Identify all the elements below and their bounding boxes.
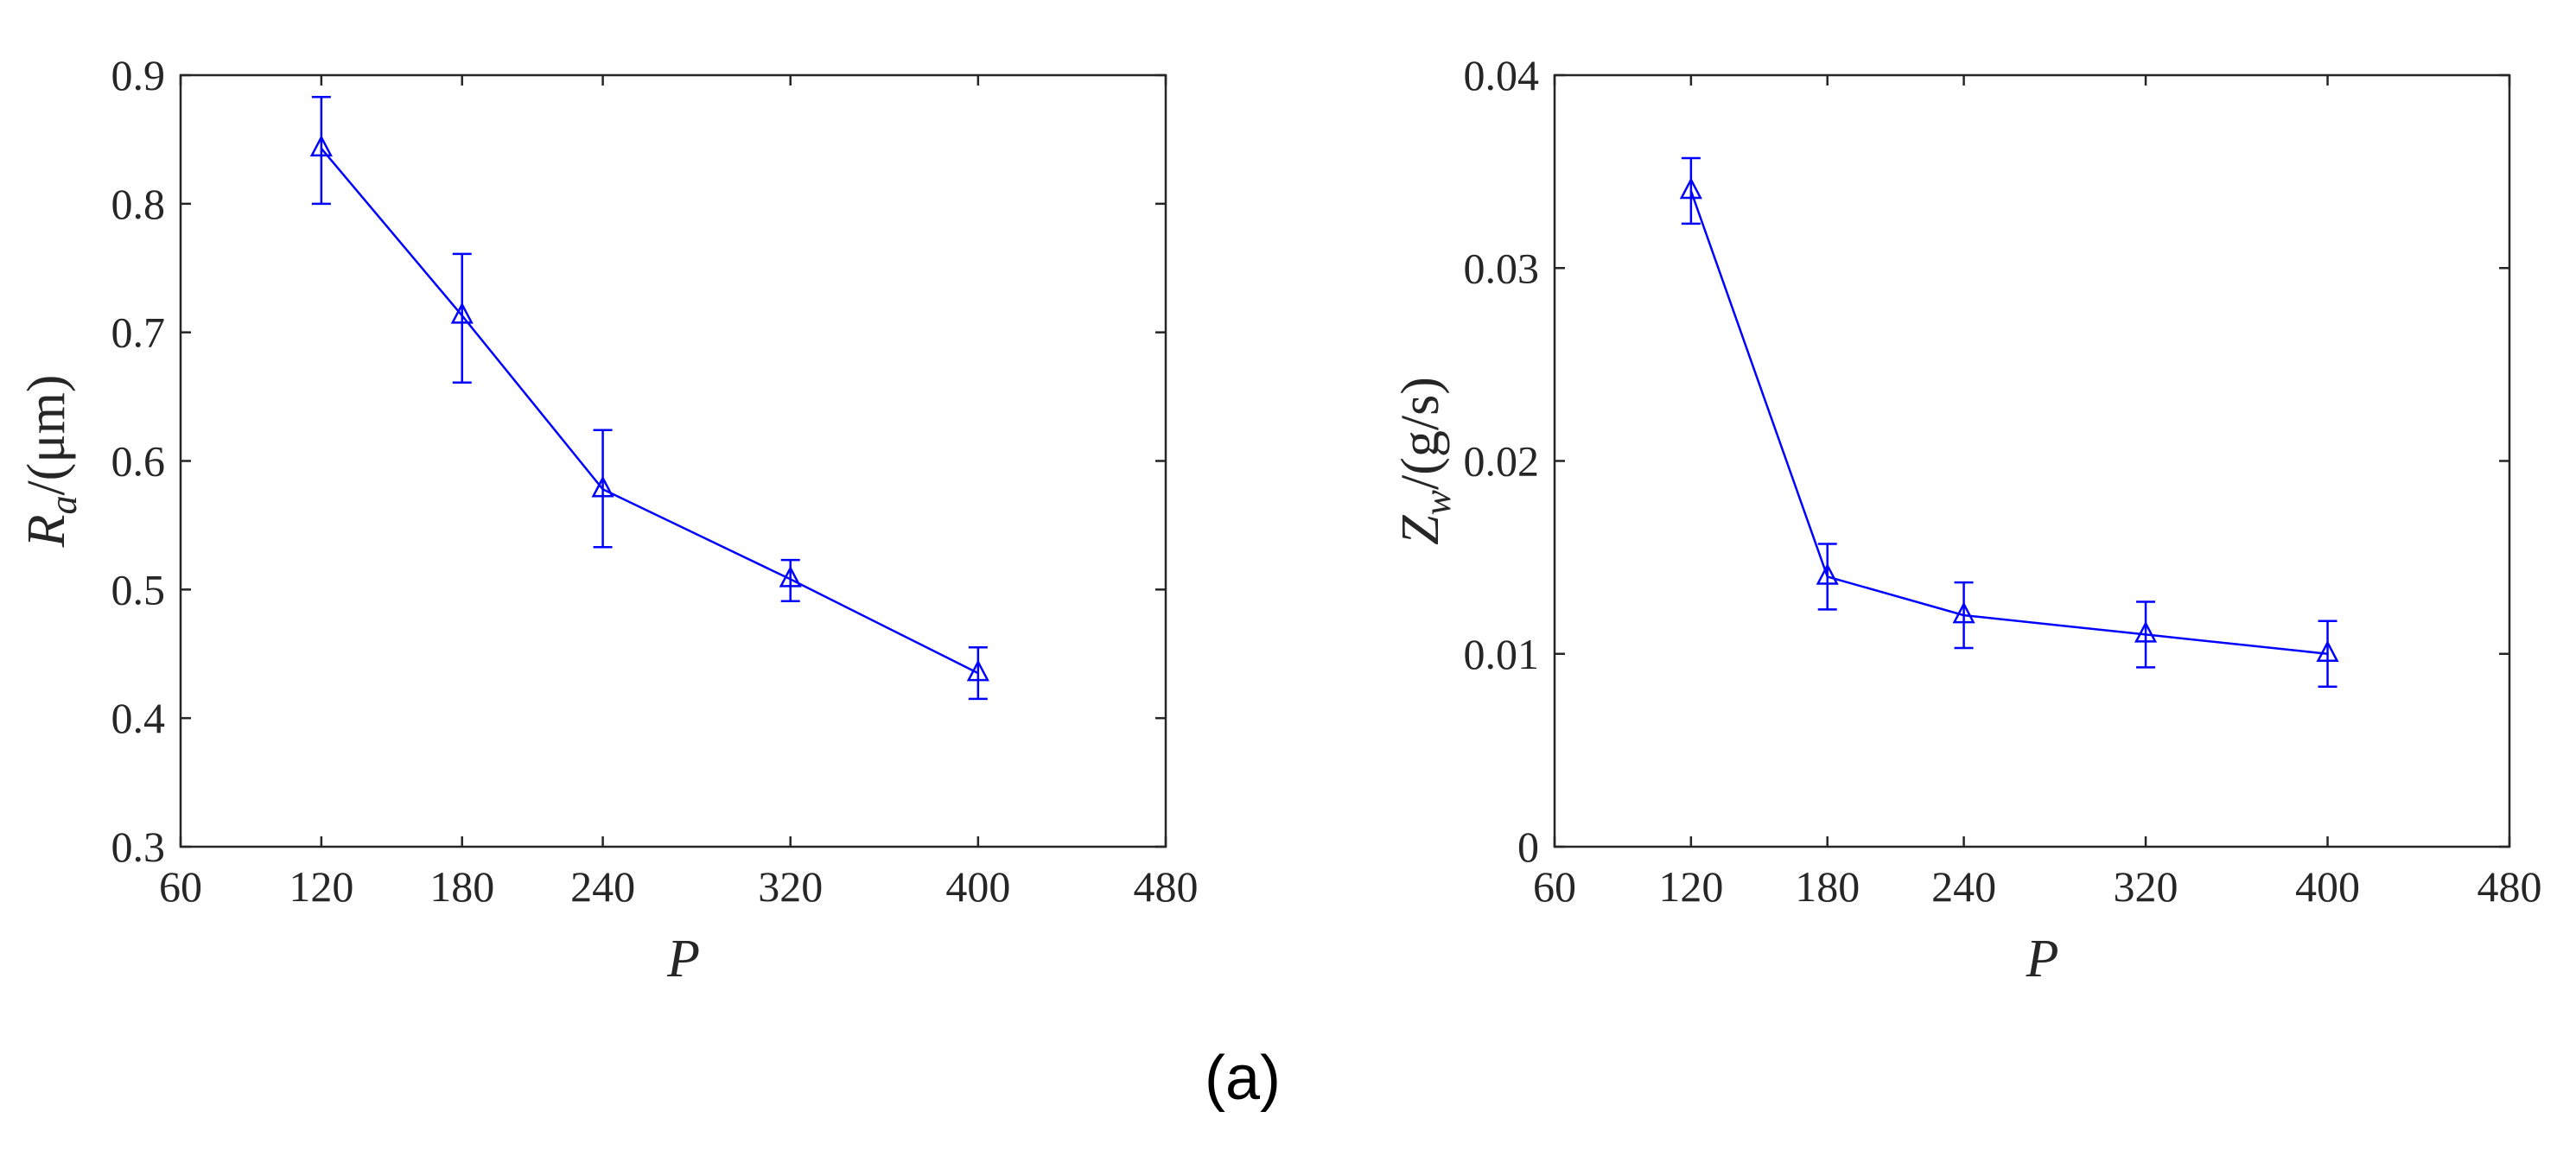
ra-series-line [320,148,979,675]
zw-series-line [1689,190,2328,655]
ra-data-point [966,659,989,682]
ra-data-point [591,475,614,498]
ra-chart: 60 120 180 240 320 400 480 0.3 0.4 0.5 0.6 0.7 0.8 0.… [17,51,1199,988]
zw-data-point [2134,620,2158,643]
zw-x-axis-title: P [2026,930,2059,988]
zw-y-tick-label: 0.02 [1464,437,1540,486]
ra-y-tick-label: 0.6 [111,437,166,486]
ra-data-point [779,565,802,588]
zw-data-point [1816,562,1839,585]
ra-y-axis-title-sub: a [42,496,85,515]
ra-y-tick-label: 0.9 [111,51,166,99]
ra-x-tick-label: 240 [570,862,635,911]
ra-y-axis-title-main: R [17,515,76,549]
zw-y-axis-title-sub: w [1416,489,1459,515]
ra-data-point [450,302,474,324]
zw-x-tick-label: 400 [2295,862,2360,911]
figure-caption: (a) [1205,1044,1281,1113]
zw-y-tick-label: 0.03 [1464,244,1540,292]
ra-y-tick-label: 0.4 [111,694,166,742]
ra-plot-frame [179,73,1167,848]
zw-data-point [2316,640,2339,662]
ra-y-axis-title: Ra/(μm) [17,375,85,549]
zw-y-axis-title-rest: /(g/s) [1391,377,1450,490]
ra-x-tick-label: 60 [159,862,202,911]
zw-y-tick-label: 0 [1517,823,1539,871]
zw-data-point [1952,601,1975,624]
zw-x-tick-label: 120 [1658,862,1723,911]
zw-y-axis-title-main: Z [1391,515,1450,545]
zw-x-tick-label: 480 [2477,862,2542,911]
ra-y-tick-label: 0.5 [111,565,166,613]
ra-x-tick-label: 120 [289,862,353,911]
ra-data-point [309,135,333,157]
ra-y-tick-label: 0.3 [111,823,166,871]
zw-y-tick-label: 0.01 [1464,630,1540,678]
zw-x-tick-label: 180 [1795,862,1860,911]
ra-y-axis-title-rest: /(μm) [17,375,76,496]
ra-y-tick-label: 0.8 [111,180,166,228]
ra-y-tick-label: 0.7 [111,308,166,357]
ra-x-axis-title: P [666,930,700,988]
zw-y-axis-title: Zw/(g/s) [1391,377,1459,545]
ra-x-tick-label: 400 [945,862,1010,911]
zw-chart: 60 120 180 240 320 400 480 0 0.01 0.02 0.03 0.04 P Zw… [1391,51,2542,988]
zw-y-tick-label: 0.04 [1464,51,1540,99]
ra-x-tick-label: 180 [429,862,494,911]
ra-x-tick-label: 320 [758,862,823,911]
zw-x-tick-label: 240 [1931,862,1996,911]
zw-x-tick-label: 320 [2114,862,2178,911]
zw-x-tick-label: 60 [1533,862,1576,911]
ra-x-tick-label: 480 [1134,862,1199,911]
zw-data-point [1679,177,1702,200]
